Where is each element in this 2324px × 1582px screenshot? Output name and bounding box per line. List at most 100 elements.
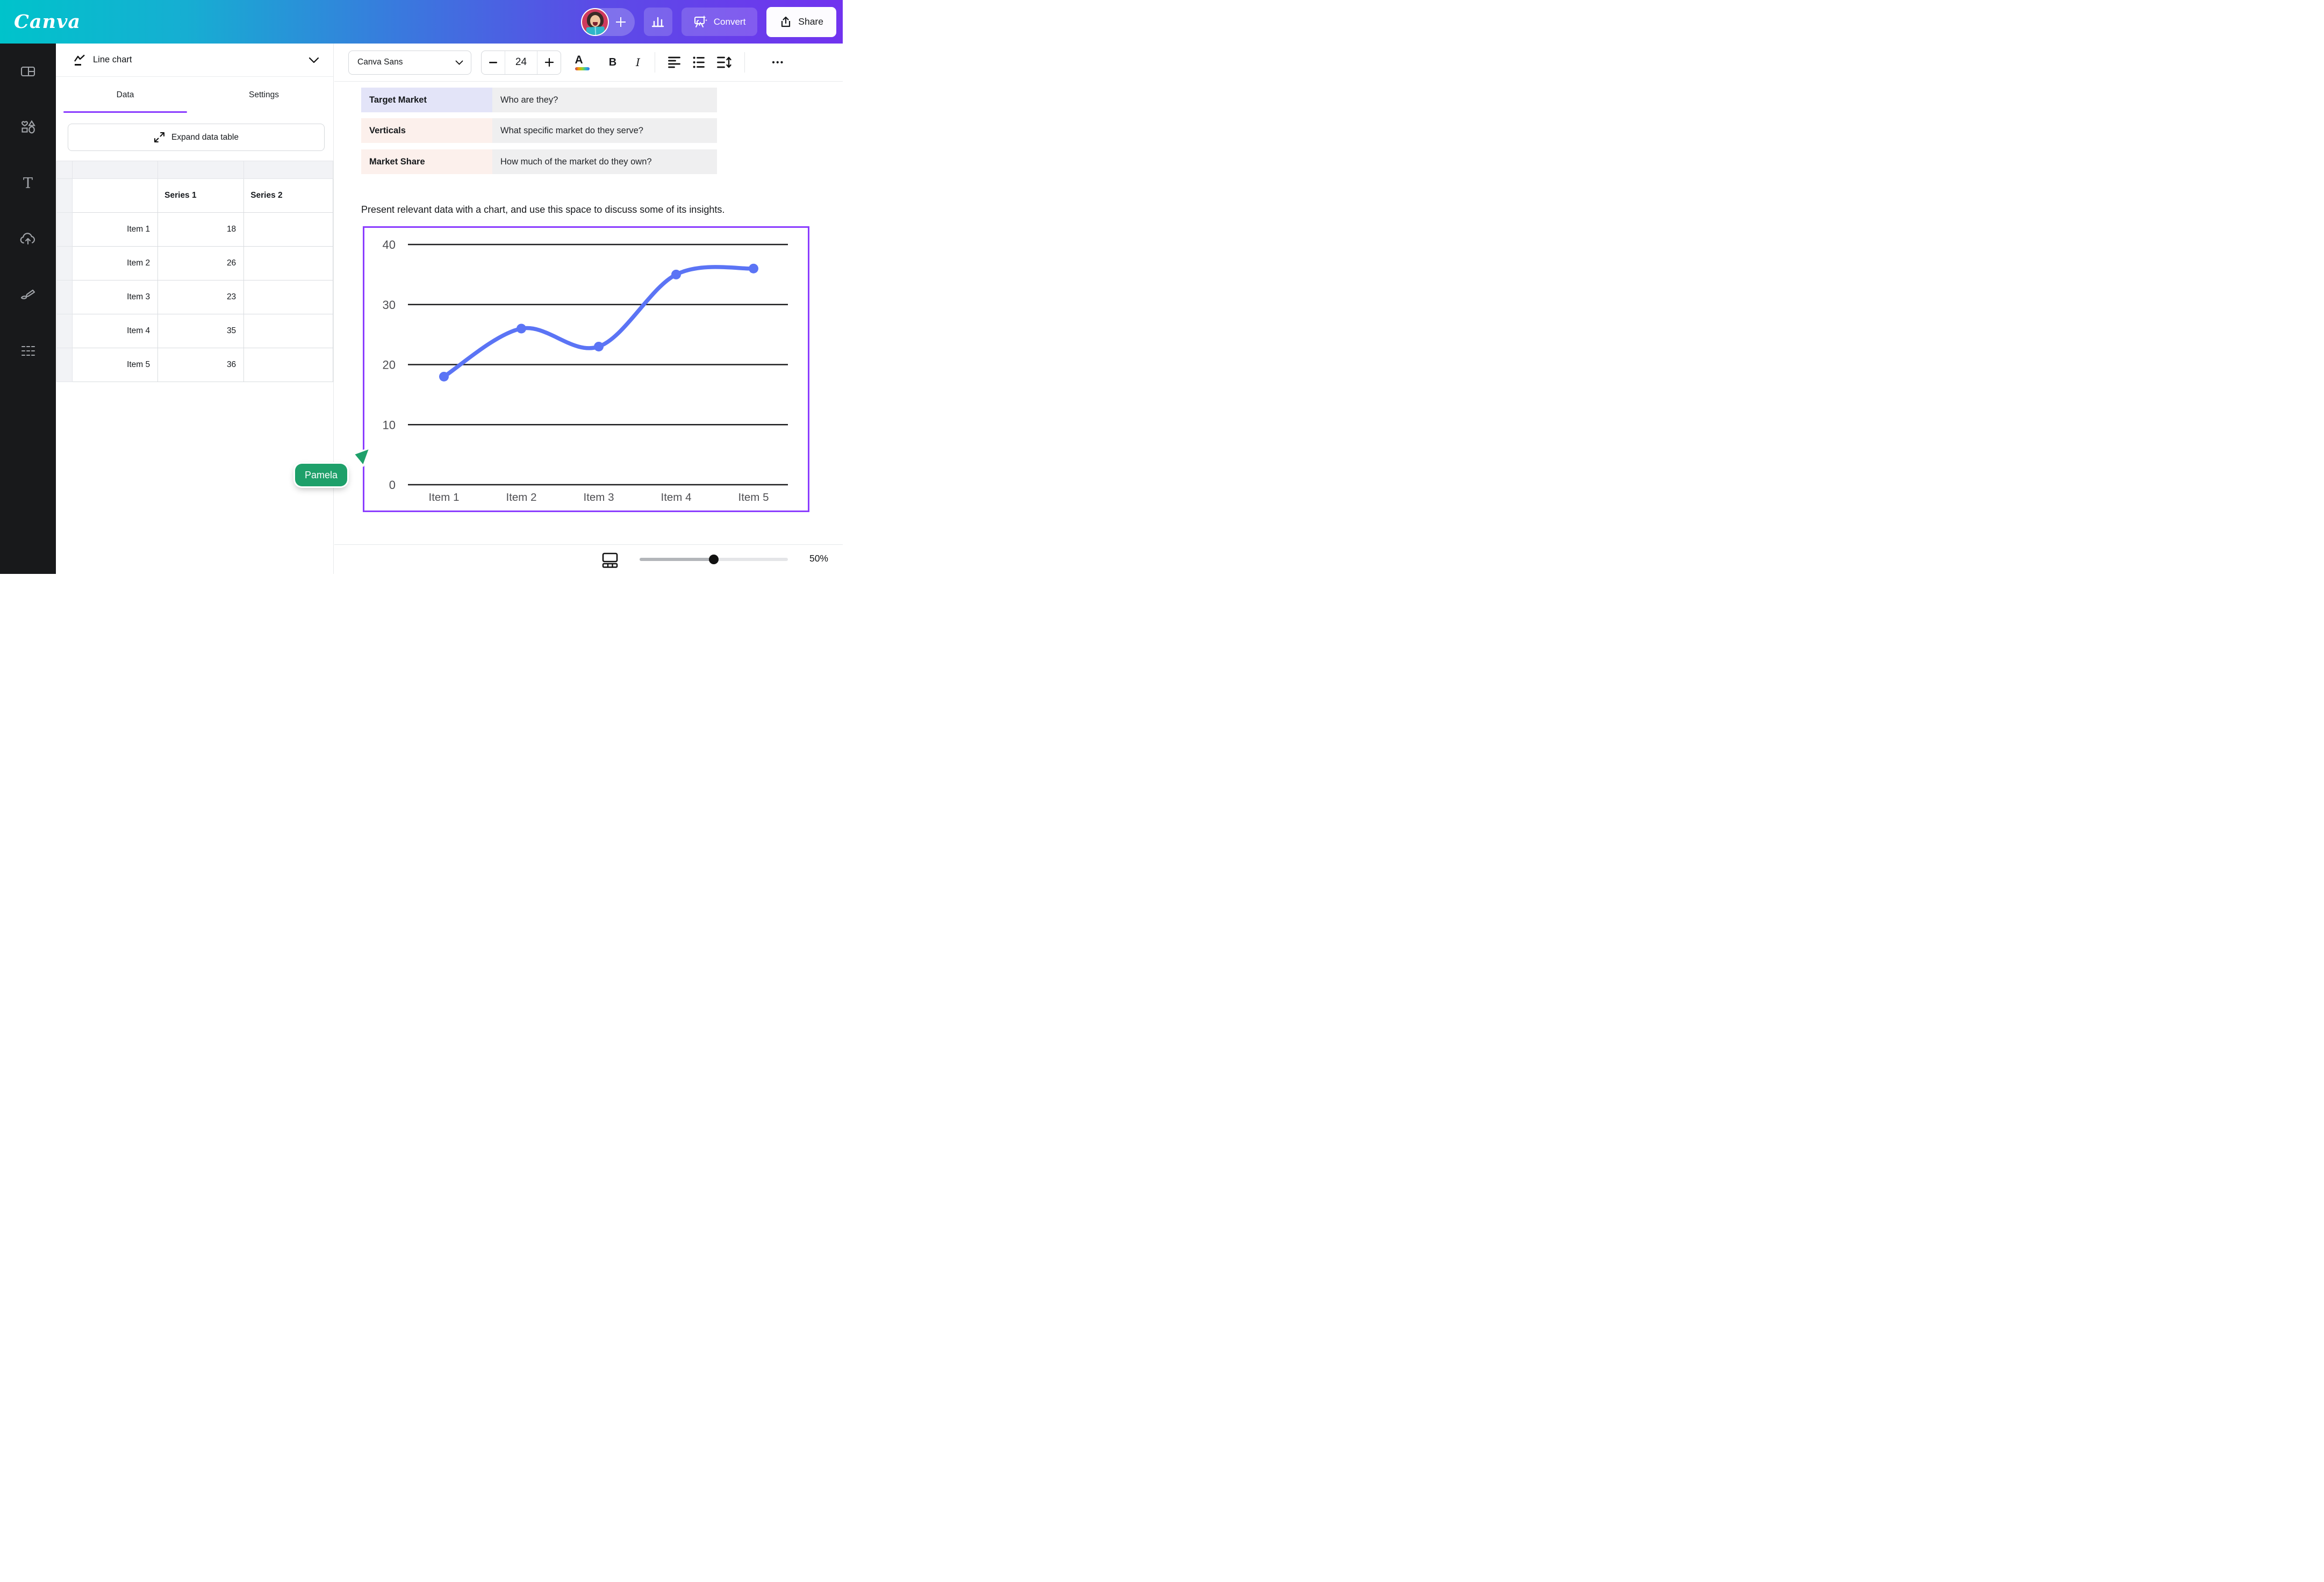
- plus-icon: [615, 17, 626, 27]
- sidebar-item-text[interactable]: T: [0, 155, 56, 211]
- corner-cell[interactable]: [71, 178, 159, 213]
- more-options-button[interactable]: •••: [772, 57, 785, 67]
- rainbow-color-bar: [575, 67, 590, 70]
- series1-cell[interactable]: 23: [157, 280, 245, 314]
- avatar-art: [590, 15, 600, 27]
- collapse-panel-button[interactable]: [309, 57, 319, 63]
- font-size-increase-button[interactable]: [537, 51, 561, 74]
- svg-text:Item 5: Item 5: [738, 491, 769, 504]
- font-size-stepper: 24: [481, 50, 561, 75]
- font-size-value[interactable]: 24: [515, 56, 527, 68]
- row-label-cell[interactable]: Item 1: [71, 212, 159, 247]
- series2-cell[interactable]: [243, 246, 333, 281]
- doc-table-row[interactable]: Market Share How much of the market do t…: [361, 149, 717, 174]
- elements-icon: [21, 120, 35, 134]
- document-page[interactable]: Target Market Who are they? Verticals Wh…: [295, 82, 843, 544]
- col-header-series2[interactable]: Series 2: [243, 178, 333, 213]
- sidebar-item-uploads[interactable]: [0, 211, 56, 267]
- collaborator-name-badge: Pamela: [295, 464, 348, 486]
- expand-icon: [154, 132, 165, 142]
- sidebar-item-draw[interactable]: [0, 267, 56, 323]
- bottom-bar: 50%: [334, 544, 843, 574]
- series1-cell[interactable]: 35: [157, 314, 245, 348]
- series2-cell[interactable]: [243, 280, 333, 314]
- col-header-series1[interactable]: Series 1: [157, 178, 245, 213]
- sidebar-item-apps[interactable]: [0, 323, 56, 379]
- text-color-button[interactable]: A: [572, 54, 592, 70]
- draw-pen-icon: [20, 289, 35, 299]
- doc-row-question[interactable]: Who are they?: [492, 88, 717, 112]
- invite-member-button[interactable]: [609, 8, 633, 36]
- zoom-slider-fill: [640, 558, 714, 561]
- font-size-decrease-button[interactable]: [482, 51, 505, 74]
- tab-data-label: Data: [116, 90, 134, 99]
- grid-view-button[interactable]: [602, 552, 623, 568]
- series2-cell[interactable]: [243, 314, 333, 348]
- tab-settings[interactable]: Settings: [195, 77, 333, 113]
- line-spacing-button[interactable]: [712, 52, 737, 73]
- share-label: Share: [798, 16, 823, 27]
- font-family-select[interactable]: Canva Sans: [348, 50, 471, 75]
- sidebar-item-elements[interactable]: [0, 99, 56, 155]
- canva-logo[interactable]: Canva: [14, 11, 81, 33]
- share-button[interactable]: Share: [766, 6, 836, 37]
- align-left-icon: [668, 56, 680, 68]
- top-header: Canva: [0, 0, 843, 44]
- design-icon: [20, 66, 35, 77]
- avatar-art: [586, 26, 605, 35]
- row-label-cell[interactable]: Item 2: [71, 246, 159, 281]
- minus-icon: [489, 61, 497, 63]
- bullet-list-button[interactable]: [687, 52, 712, 73]
- row-label-cell[interactable]: Item 4: [71, 314, 159, 348]
- row-label-cell[interactable]: Item 5: [71, 348, 159, 382]
- user-avatar[interactable]: [580, 8, 609, 36]
- table-header-row: Series 1 Series 2: [56, 178, 333, 213]
- panel-header: Line chart: [56, 44, 333, 77]
- bold-button[interactable]: B: [608, 56, 617, 68]
- line-spacing-icon: [717, 56, 731, 68]
- svg-text:10: 10: [383, 418, 396, 432]
- bar-chart-icon: [652, 17, 664, 27]
- header-actions: Convert Share: [580, 6, 836, 37]
- text-toolbar: Canva Sans 24 A B I: [334, 44, 843, 82]
- sidebar: T: [0, 44, 56, 574]
- doc-row-label[interactable]: Verticals: [361, 118, 492, 143]
- zoom-slider[interactable]: [640, 555, 788, 564]
- line-chart[interactable]: 40 30 20 10 0 Item 1 Item 2 Item 3 Item 4 Item 5: [364, 228, 808, 510]
- svg-text:20: 20: [383, 358, 396, 372]
- table-row: Item 4 35: [56, 314, 333, 348]
- doc-row-label[interactable]: Market Share: [361, 149, 492, 174]
- table-gutter-row: [56, 161, 333, 179]
- series1-cell[interactable]: 26: [157, 246, 245, 281]
- series2-cell[interactable]: [243, 212, 333, 247]
- paragraph-text[interactable]: Present relevant data with a chart, and …: [361, 204, 725, 215]
- convert-button[interactable]: Convert: [681, 8, 758, 36]
- zoom-slider-thumb[interactable]: [709, 555, 719, 564]
- row-label-cell[interactable]: Item 3: [71, 280, 159, 314]
- svg-text:30: 30: [383, 298, 396, 312]
- table-row: Item 1 18: [56, 212, 333, 247]
- share-upload-icon: [781, 16, 791, 27]
- alignment-button[interactable]: [663, 52, 687, 73]
- zoom-level: 50%: [809, 553, 828, 564]
- doc-table-row[interactable]: Verticals What specific market do they s…: [361, 118, 717, 143]
- series1-cell[interactable]: 18: [157, 212, 245, 247]
- doc-row-question[interactable]: What specific market do they serve?: [492, 118, 717, 143]
- canva-editor: Canva: [0, 0, 843, 574]
- chart-frame[interactable]: 40 30 20 10 0 Item 1 Item 2 Item 3 Item 4 Item 5: [363, 226, 809, 512]
- svg-text:Item 4: Item 4: [661, 491, 692, 504]
- doc-row-label[interactable]: Target Market: [361, 88, 492, 112]
- expand-data-table-button[interactable]: Expand data table: [68, 124, 325, 151]
- insights-button[interactable]: [643, 8, 672, 36]
- account-pill: [580, 8, 635, 36]
- series2-cell[interactable]: [243, 348, 333, 382]
- sidebar-item-design[interactable]: [0, 44, 56, 99]
- apps-grid-icon: [21, 346, 35, 356]
- convert-magic-icon: [694, 15, 707, 27]
- tab-data[interactable]: Data: [56, 77, 195, 113]
- doc-table-row[interactable]: Target Market Who are they?: [361, 88, 717, 112]
- svg-text:40: 40: [383, 238, 396, 251]
- series1-cell[interactable]: 36: [157, 348, 245, 382]
- italic-button[interactable]: I: [636, 56, 640, 69]
- doc-row-question[interactable]: How much of the market do they own?: [492, 149, 717, 174]
